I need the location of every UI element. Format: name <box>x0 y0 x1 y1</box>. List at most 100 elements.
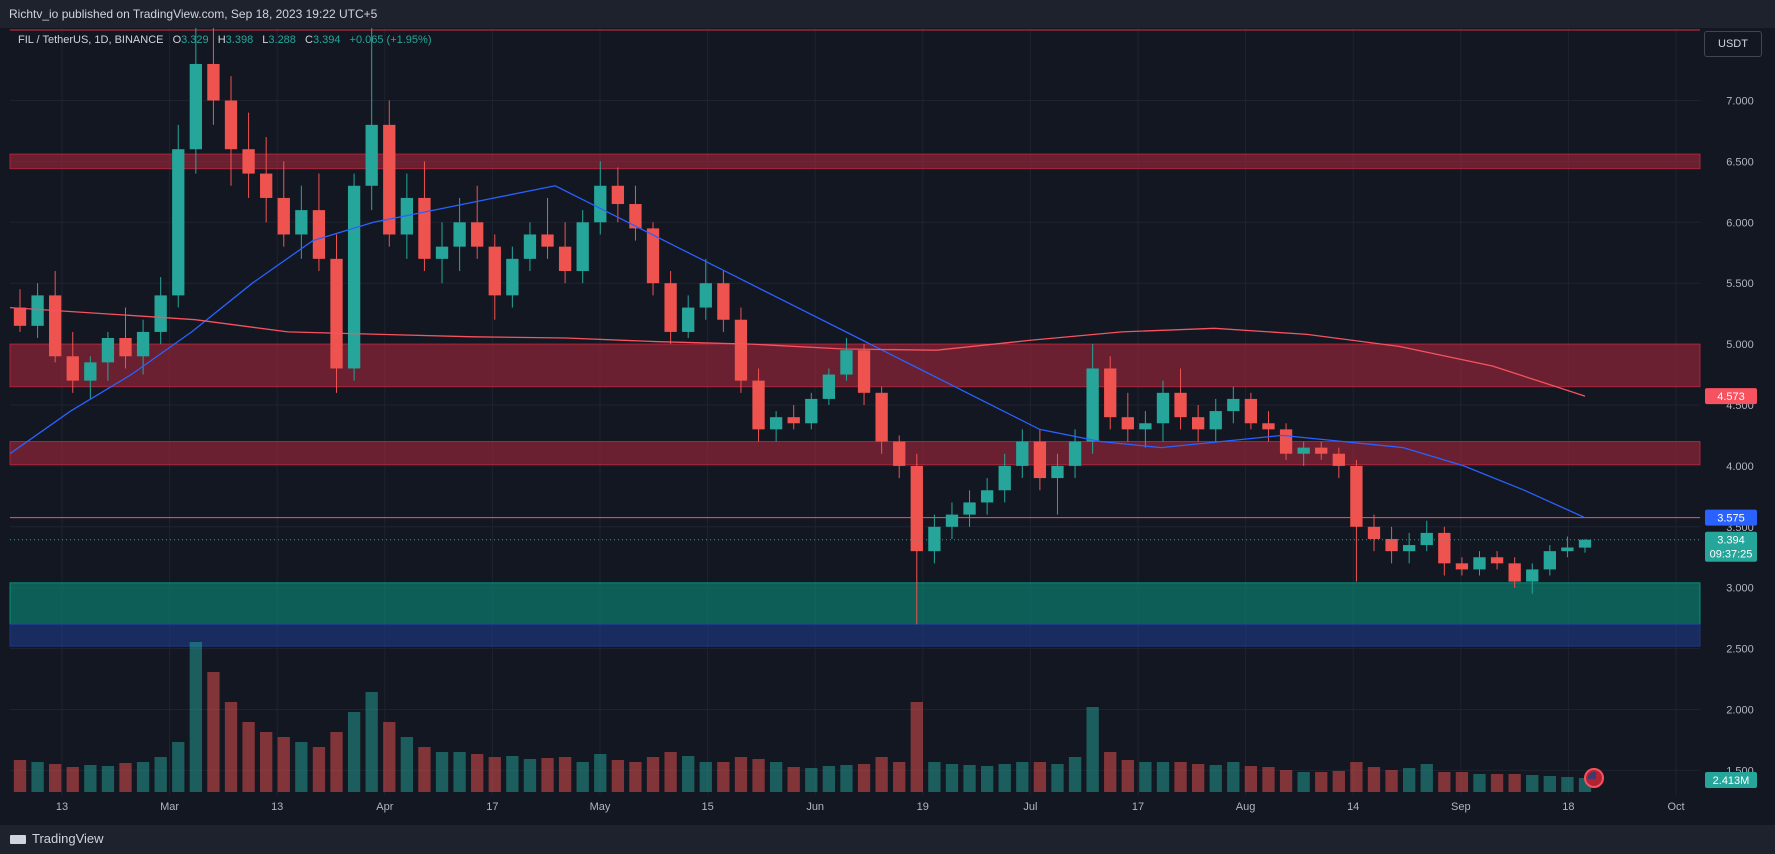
candle-body <box>49 295 62 357</box>
volume-bar <box>1191 764 1205 792</box>
candle-body <box>1315 447 1328 454</box>
volume-bar <box>945 764 959 792</box>
candle-body <box>769 417 783 430</box>
candle-body <box>875 392 888 442</box>
y-tick-label: 5.500 <box>1726 278 1754 290</box>
tradingview-logo[interactable]: TradingView <box>10 831 104 846</box>
volume-bar <box>717 762 730 792</box>
candle-body <box>1104 368 1117 418</box>
y-tick-label: 7.000 <box>1726 96 1754 108</box>
candle-body <box>488 246 501 296</box>
zone-green <box>9 582 1701 625</box>
candle-body <box>1332 453 1345 466</box>
candle-body <box>471 222 484 247</box>
volume-bar <box>1068 757 1082 792</box>
ma-red-price-label-bg <box>1705 388 1757 405</box>
x-tick-label: 19 <box>917 801 929 813</box>
ma-blue-price-label-bg <box>1705 509 1757 526</box>
volume-bar <box>769 762 783 792</box>
y-tick-label: 3.000 <box>1726 583 1754 595</box>
candle-body <box>154 295 167 332</box>
volume-bar <box>488 757 501 792</box>
y-tick-label: 2.000 <box>1726 705 1754 717</box>
symbol-legend: FIL / TetherUS, 1D, BINANCE O3.329 H3.39… <box>18 34 431 46</box>
candle-body <box>646 228 660 284</box>
candle-body <box>717 283 730 320</box>
x-tick-label: 14 <box>1347 801 1359 813</box>
volume-bar <box>664 752 677 792</box>
candle-body <box>611 185 625 205</box>
candle-body <box>682 307 695 332</box>
volume-label: 2.413M <box>1713 775 1750 787</box>
y-tick-label: 4.000 <box>1726 461 1754 473</box>
candle-body <box>119 338 132 357</box>
flag-icon[interactable] <box>1584 768 1604 788</box>
volume-bar <box>242 722 255 792</box>
volume-bar <box>1209 765 1222 792</box>
volume-bar <box>119 763 132 792</box>
volume-bar <box>295 742 308 792</box>
candle-body <box>312 210 326 259</box>
price-chart[interactable]: 7.0006.5006.0005.5005.0004.5004.0003.500… <box>0 28 1775 825</box>
publisher-line: Richtv_io published on TradingView.com, … <box>9 7 378 21</box>
volume-bar <box>1051 764 1064 792</box>
candle-body <box>1490 557 1504 564</box>
candle-body <box>295 210 308 235</box>
candle-body <box>1227 398 1240 412</box>
candle-body <box>1244 398 1258 424</box>
volume-bar <box>963 765 976 792</box>
volume-bar <box>1526 775 1539 792</box>
volume-bar <box>453 752 466 792</box>
x-tick-label: 17 <box>1132 801 1144 813</box>
volume-bar <box>1086 707 1099 792</box>
volume-bar <box>383 722 396 792</box>
volume-bar <box>1350 762 1363 792</box>
candle-body <box>1174 392 1187 418</box>
volume-bar <box>893 762 906 792</box>
candle-body <box>1508 563 1521 582</box>
volume-bar <box>136 762 150 792</box>
x-tick-label: Jun <box>806 801 824 813</box>
volume-bar <box>1561 777 1574 792</box>
volume-bar <box>1139 762 1152 792</box>
candle-body <box>963 502 976 515</box>
zone-blue <box>9 623 1701 647</box>
candle-body <box>1156 392 1170 424</box>
candle-body <box>857 350 871 393</box>
candle-body <box>1016 441 1029 466</box>
zone-red <box>9 153 1701 170</box>
volume-bar <box>611 760 625 792</box>
volume-bar <box>207 672 220 792</box>
ma-blue-price-label: 3.575 <box>1717 513 1745 525</box>
ma-red-line <box>9 306 1586 397</box>
volume-bar <box>1543 776 1556 792</box>
candle-body <box>435 246 449 259</box>
volume-bar <box>260 732 273 792</box>
volume-bar <box>1156 762 1170 792</box>
volume-bar <box>312 747 326 792</box>
volume-bar <box>435 752 449 792</box>
candle-body <box>1033 441 1047 479</box>
volume-bar <box>347 712 361 792</box>
candle-body <box>945 514 959 527</box>
volume-bar <box>523 759 537 792</box>
volume-bar <box>1104 752 1117 792</box>
volume-bar <box>1385 770 1398 792</box>
low-label: L <box>262 34 269 46</box>
brand-text: TradingView <box>32 831 104 846</box>
volume-bar <box>84 765 97 792</box>
volume-bar <box>840 765 853 792</box>
volume-bar <box>576 762 589 792</box>
candle-body <box>1051 465 1064 479</box>
x-tick-label: Jul <box>1023 801 1037 813</box>
close-value: 3.394 <box>312 34 341 46</box>
x-tick-label: Apr <box>376 801 393 813</box>
volume-bar <box>699 762 712 792</box>
last-price-label-bg <box>1705 531 1757 562</box>
currency-button[interactable]: USDT <box>1704 31 1762 57</box>
candle-body <box>1086 368 1099 442</box>
candle-body <box>998 465 1011 491</box>
candle-body <box>541 234 554 247</box>
candle-body <box>418 197 431 259</box>
volume-bar <box>787 767 800 792</box>
